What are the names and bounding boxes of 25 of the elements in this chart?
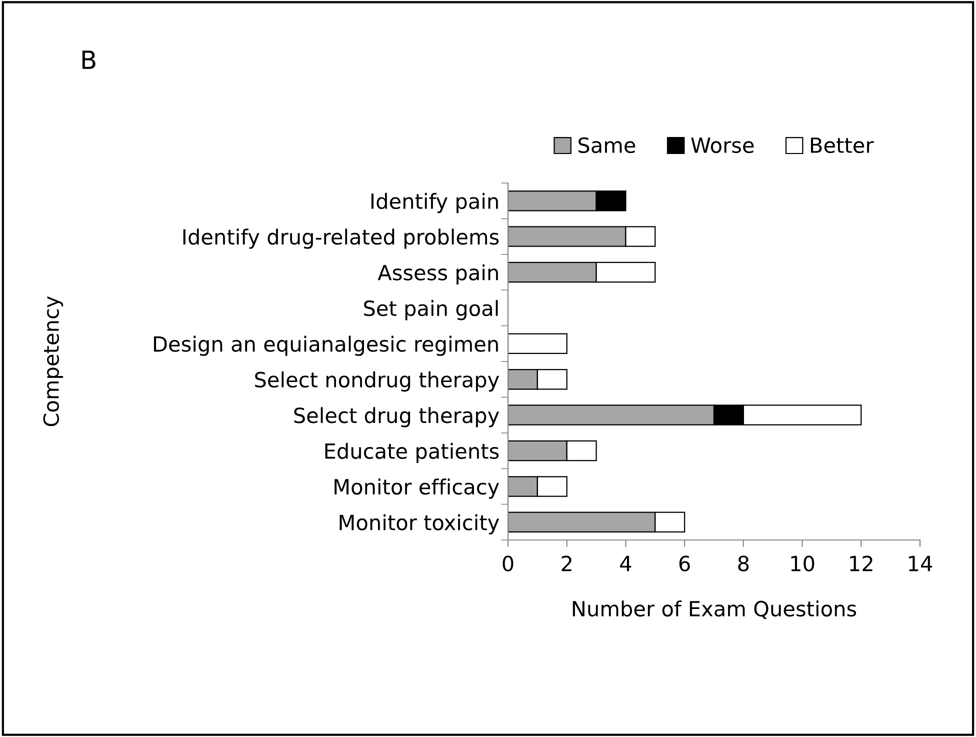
x-tick-label: 10: [791, 556, 814, 572]
y-tick-label: Select drug therapy: [294, 407, 500, 428]
legend-label: Same: [578, 137, 636, 154]
x-tick-label: 12: [850, 556, 872, 572]
x-tick-label: 8: [738, 556, 749, 572]
x-axis-title: Number of Exam Questions: [572, 600, 856, 619]
x-tick-label: 0: [502, 556, 514, 572]
y-tick-label: Design an equianalgesic regimen: [154, 336, 498, 356]
text: B: [82, 50, 96, 69]
y-tick-label: Select nondrug therapy: [255, 371, 500, 392]
y-tick-label: Assess pain: [378, 264, 498, 284]
x-tick-label: 4: [620, 556, 632, 572]
y-tick-label: Identify pain: [371, 192, 498, 214]
bar: [508, 333, 568, 354]
x-tick-label: 2: [562, 556, 572, 572]
y-axis-title: Competency: [43, 296, 64, 426]
x-tick-label: 6: [679, 556, 690, 572]
y-tick-label: Identify drug-related problems: [183, 228, 499, 249]
legend-label: Better: [810, 138, 874, 154]
y-tick-label: Monitor efficacy: [334, 478, 500, 499]
y-tick-label: Monitor toxicity: [340, 514, 500, 534]
y-tick-label: Set pain goal: [364, 300, 498, 320]
legend-label: Worse: [691, 138, 754, 154]
x-tick-label: 14: [909, 556, 932, 572]
y-tick-label: Educate patients: [325, 442, 499, 463]
